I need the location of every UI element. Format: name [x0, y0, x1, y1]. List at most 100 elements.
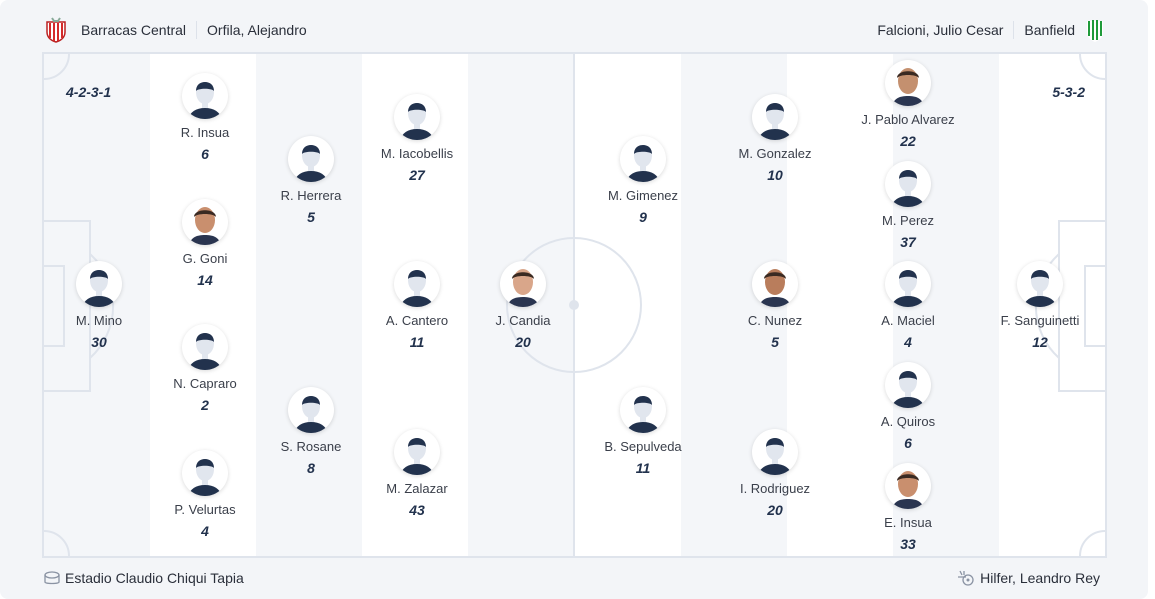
player-name: S. Rosane	[280, 439, 342, 454]
player-number: 14	[197, 272, 213, 288]
player-number: 6	[201, 146, 209, 162]
player-avatar	[394, 261, 440, 307]
player-avatar	[394, 94, 440, 140]
player-home[interactable]: R. Insua 6	[140, 73, 270, 162]
player-avatar	[885, 161, 931, 207]
player-home[interactable]: J. Candia 20	[458, 261, 588, 350]
player-avatar	[288, 136, 334, 182]
player-name: M. Gimenez	[607, 188, 679, 203]
player-number: 20	[767, 502, 783, 518]
pitch-stripe	[786, 54, 894, 556]
player-away[interactable]: E. Insua 33	[843, 463, 973, 552]
player-name: F. Sanguinetti	[1000, 313, 1080, 328]
player-number: 10	[767, 167, 783, 183]
player-name: M. Zalazar	[386, 481, 448, 496]
player-avatar	[620, 387, 666, 433]
player-home[interactable]: P. Velurtas 4	[140, 450, 270, 539]
player-name: J. Candia	[495, 313, 551, 328]
player-avatar	[1017, 261, 1063, 307]
referee-name: Hilfer, Leandro Rey	[980, 570, 1100, 586]
player-name: N. Capraro	[173, 376, 237, 391]
away-team-name[interactable]: Banfield	[1024, 22, 1075, 38]
away-coach[interactable]: Falcioni, Julio Cesar	[877, 22, 1004, 38]
player-name: J. Pablo Alvarez	[861, 112, 955, 127]
player-away[interactable]: A. Quiros 6	[843, 362, 973, 451]
player-name: M. Gonzalez	[738, 146, 812, 161]
player-avatar	[182, 324, 228, 370]
player-number: 27	[409, 167, 425, 183]
home-header: Barracas Central Orfila, Alejandro	[45, 17, 307, 43]
player-away[interactable]: F. Sanguinetti 12	[975, 261, 1105, 350]
player-number: 5	[307, 209, 315, 225]
player-name: G. Goni	[182, 251, 228, 266]
player-avatar	[752, 94, 798, 140]
away-formation: 5-3-2	[1052, 84, 1085, 100]
player-away[interactable]: B. Sepulveda 11	[578, 387, 708, 476]
player-number: 4	[904, 334, 912, 350]
home-team-name[interactable]: Barracas Central	[81, 22, 187, 38]
player-avatar	[182, 73, 228, 119]
player-home[interactable]: M. Iacobellis 27	[352, 94, 482, 183]
divider	[196, 21, 198, 39]
player-name: I. Rodriguez	[739, 481, 811, 496]
player-away[interactable]: M. Gimenez 9	[578, 136, 708, 225]
player-number: 33	[900, 536, 916, 552]
player-number: 11	[635, 460, 651, 476]
player-number: 6	[904, 435, 912, 451]
player-name: M. Mino	[75, 313, 123, 328]
player-away[interactable]: M. Gonzalez 10	[710, 94, 840, 183]
player-number: 12	[1032, 334, 1048, 350]
player-home[interactable]: S. Rosane 8	[246, 387, 376, 476]
player-home[interactable]: M. Mino 30	[44, 261, 164, 350]
player-avatar	[620, 136, 666, 182]
player-number: 11	[409, 334, 425, 350]
barracas-crest-icon	[46, 17, 66, 43]
pitch-stripe	[998, 54, 1105, 556]
player-home[interactable]: A. Cantero 11	[352, 261, 482, 350]
player-away[interactable]: I. Rodriguez 20	[710, 429, 840, 518]
player-name: R. Herrera	[280, 188, 342, 203]
player-avatar	[288, 387, 334, 433]
player-number: 37	[900, 234, 916, 250]
player-avatar	[885, 60, 931, 106]
stadium-info: Estadio Claudio Chiqui Tapia	[43, 570, 244, 586]
player-avatar	[885, 362, 931, 408]
player-avatar	[500, 261, 546, 307]
player-name: M. Perez	[881, 213, 934, 228]
player-avatar	[76, 261, 122, 307]
player-number: 2	[201, 397, 209, 413]
player-name: A. Cantero	[385, 313, 449, 328]
player-name: A. Maciel	[881, 313, 935, 328]
banfield-crest-icon	[1087, 20, 1103, 42]
away-header: Falcioni, Julio Cesar Banfield	[877, 17, 1105, 43]
player-avatar	[182, 450, 228, 496]
whistle-icon	[958, 570, 974, 586]
player-name: C. Nunez	[747, 313, 803, 328]
home-coach[interactable]: Orfila, Alejandro	[207, 22, 307, 38]
player-name: P. Velurtas	[174, 502, 236, 517]
divider	[1013, 21, 1015, 39]
player-avatar	[752, 429, 798, 475]
player-number: 30	[91, 334, 107, 350]
player-home[interactable]: G. Goni 14	[140, 199, 270, 288]
player-number: 4	[201, 523, 209, 539]
player-away[interactable]: C. Nunez 5	[710, 261, 840, 350]
player-name: R. Insua	[180, 125, 230, 140]
player-away[interactable]: M. Perez 37	[843, 161, 973, 250]
player-number: 9	[639, 209, 647, 225]
player-home[interactable]: N. Capraro 2	[140, 324, 270, 413]
home-formation: 4-2-3-1	[66, 84, 112, 100]
player-away[interactable]: A. Maciel 4	[843, 261, 973, 350]
stadium-icon	[44, 571, 60, 585]
player-number: 5	[771, 334, 779, 350]
stadium-name: Estadio Claudio Chiqui Tapia	[65, 570, 244, 586]
player-avatar	[885, 261, 931, 307]
player-avatar	[182, 199, 228, 245]
player-name: A. Quiros	[880, 414, 936, 429]
player-home[interactable]: R. Herrera 5	[246, 136, 376, 225]
player-away[interactable]: J. Pablo Alvarez 22	[843, 60, 973, 149]
player-home[interactable]: M. Zalazar 43	[352, 429, 482, 518]
player-number: 43	[409, 502, 425, 518]
player-avatar	[885, 463, 931, 509]
